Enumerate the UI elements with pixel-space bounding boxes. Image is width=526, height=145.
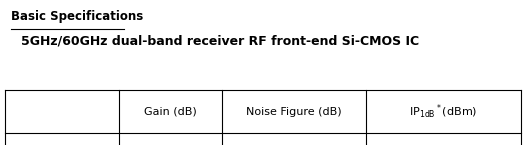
Text: Gain (dB): Gain (dB)	[144, 107, 197, 117]
Text: 5GHz/60GHz dual-band receiver RF front-end Si-CMOS IC: 5GHz/60GHz dual-band receiver RF front-e…	[21, 35, 419, 48]
Text: Basic Specifications: Basic Specifications	[11, 10, 143, 23]
Text: $\mathrm{IP_{1dB}}^*\mathrm{(dBm)}$: $\mathrm{IP_{1dB}}^*\mathrm{(dBm)}$	[409, 103, 478, 121]
Text: Noise Figure (dB): Noise Figure (dB)	[246, 107, 342, 117]
